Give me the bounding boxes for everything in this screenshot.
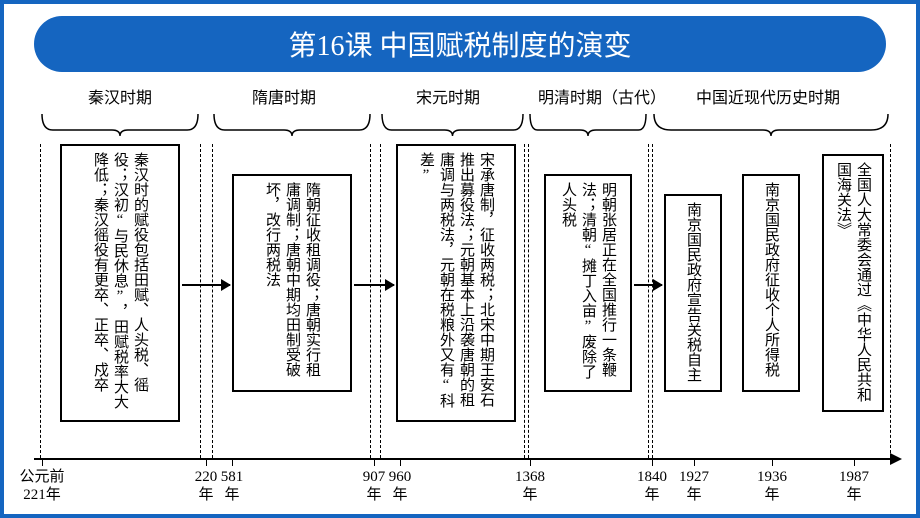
period-label: 明清时期（古代） [538,84,666,108]
content-text: 南京国民政府宣告关税自主 [683,202,703,384]
timeline-tick [206,458,207,466]
dashed-guide [524,144,525,458]
lesson-title: 第16课 中国赋税制度的演变 [34,16,886,72]
brace-row [4,112,916,142]
content-text: 秦汉时的赋役包括田赋、人头税、徭役；汉初“与民休息”，田赋税率大大降低；秦汉徭役… [90,152,150,414]
content-box: 隋朝征收租调役；唐朝实行租庸调制；唐朝中期均田制受破坏，改行两税法 [232,174,352,392]
timeline-tick [42,458,43,466]
content-boxes-row: 秦汉时的赋役包括田赋、人头税、徭役；汉初“与民休息”，田赋税率大大降低；秦汉徭役… [4,144,916,444]
brace [528,112,648,136]
content-box: 明朝张居正在全国推行一条鞭法；清朝“摊丁入亩”废除了人头税 [544,174,632,392]
content-box: 南京国民政府征收个人所得税 [742,174,800,392]
timeline-year: 公元前 221年 [19,468,64,504]
timeline-tick [530,458,531,466]
content-text: 明朝张居正在全国推行一条鞭法；清朝“摊丁入亩”废除了人头税 [558,182,618,384]
content-box: 南京国民政府宣告关税自主 [664,194,722,392]
dashed-guide [370,144,371,458]
brace [380,112,525,136]
content-box: 宋承唐制，征收两税；北宋中期王安石推出募役法；元朝基本上沿袭唐朝的租庸调与两税法… [396,144,516,422]
flow-arrow [182,284,230,286]
timeline-tick [400,458,401,466]
period-label: 宋元时期 [416,84,480,108]
content-text: 宋承唐制，征收两税；北宋中期王安石推出募役法；元朝基本上沿袭唐朝的租庸调与两税法… [416,152,496,414]
dashed-guide [212,144,213,458]
content-text: 南京国民政府征收个人所得税 [761,182,781,384]
period-label: 中国近现代历史时期 [696,84,840,108]
dashed-guide [890,144,891,458]
timeline-year: 1936 年 [757,468,787,504]
content-text: 全国人大常委会通过《中华人民共和国海关法》 [833,162,873,404]
dashed-guide [200,144,201,458]
content-box: 秦汉时的赋役包括田赋、人头税、徭役；汉初“与民休息”，田赋税率大大降低；秦汉徭役… [60,144,180,422]
brace [212,112,372,136]
dashed-guide [380,144,381,458]
period-label: 秦汉时期 [88,84,152,108]
dashed-guide [528,144,529,458]
brace [652,112,890,136]
timeline-year: 1927 年 [679,468,709,504]
timeline-year: 960 年 [389,468,412,504]
timeline-year: 907 年 [363,468,386,504]
flow-arrow [354,284,394,286]
timeline-year: 1368 年 [515,468,545,504]
dashed-guide [648,144,649,458]
content-text: 隋朝征收租调役；唐朝实行租庸调制；唐朝中期均田制受破坏，改行两税法 [262,182,322,384]
period-labels-row: 秦汉时期 隋唐时期 宋元时期 明清时期（古代） 中国近现代历史时期 [4,84,916,114]
content-box: 全国人大常委会通过《中华人民共和国海关法》 [822,154,884,412]
timeline-year: 1987 年 [839,468,869,504]
timeline-tick [694,458,695,466]
dashed-guide [40,144,41,458]
timeline-tick [772,458,773,466]
dashed-guide [652,144,653,458]
timeline-year: 220 年 [195,468,218,504]
timeline-tick [854,458,855,466]
timeline-year: 1840 年 [637,468,667,504]
period-label: 隋唐时期 [252,84,316,108]
timeline-tick [652,458,653,466]
brace [40,112,200,136]
timeline-year: 581 年 [221,468,244,504]
timeline-tick [232,458,233,466]
timeline-tick [374,458,375,466]
timeline-axis [34,458,900,460]
